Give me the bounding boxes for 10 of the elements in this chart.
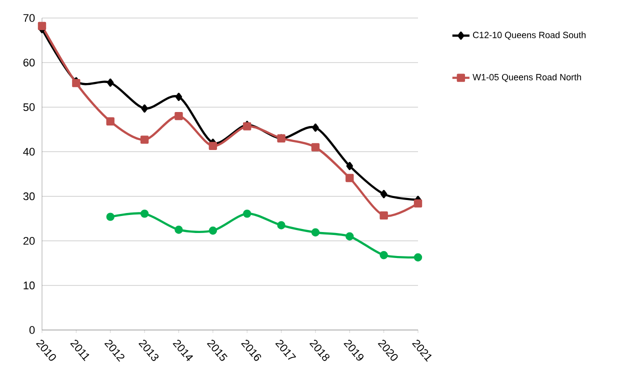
y-tick-label: 20 bbox=[23, 236, 35, 245]
y-tick-label: 40 bbox=[23, 148, 35, 156]
legend-label: W1-05 Queens Road North bbox=[472, 74, 582, 82]
y-tick-label: 70 bbox=[23, 14, 35, 22]
y-tick-label: 60 bbox=[23, 58, 35, 66]
y-tick-label: 10 bbox=[24, 282, 35, 290]
legend-label: C12-10 Queens Road South bbox=[473, 32, 586, 40]
y-tick-label: 30 bbox=[23, 192, 35, 200]
y-tick-label: 50 bbox=[23, 103, 35, 112]
y-tick-label: 0 bbox=[29, 326, 35, 334]
